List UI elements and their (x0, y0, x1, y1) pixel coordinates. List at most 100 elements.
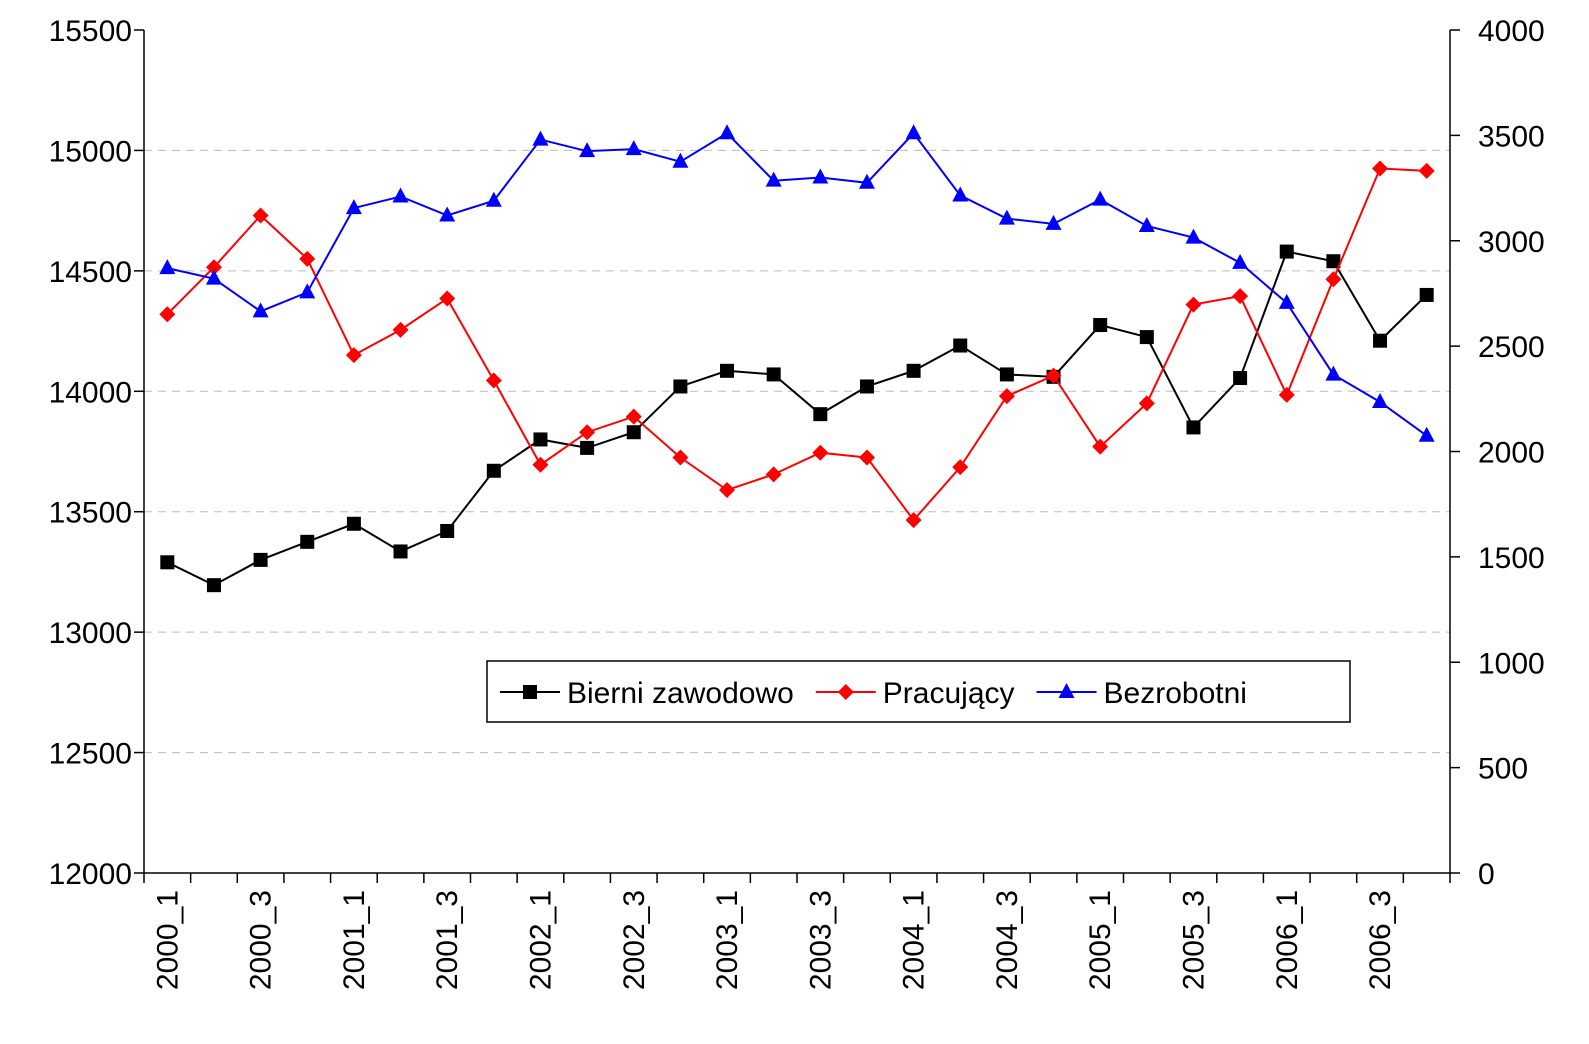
marker (625, 408, 642, 425)
y2-tick-label: 3000 (1478, 226, 1545, 259)
x-tick-label: 2004_1 (898, 890, 931, 990)
marker (532, 130, 549, 146)
marker (1233, 371, 1248, 386)
marker (440, 523, 455, 538)
y-tick-label: 15000 (49, 135, 132, 168)
marker (253, 552, 268, 567)
y2-tick-label: 4000 (1478, 15, 1545, 48)
marker (673, 379, 688, 394)
marker (393, 544, 408, 559)
marker (1138, 395, 1155, 412)
marker (1373, 333, 1388, 348)
y2-tick-label: 0 (1478, 858, 1495, 891)
marker (905, 512, 922, 529)
legend-box (486, 660, 1351, 723)
marker (532, 456, 549, 473)
marker (486, 463, 501, 478)
marker (1325, 271, 1342, 288)
y2-tick-label: 1500 (1478, 542, 1545, 575)
marker (1278, 293, 1295, 309)
y2-tick-label: 2000 (1478, 437, 1545, 470)
marker (439, 290, 456, 307)
marker (999, 367, 1014, 382)
marker (1138, 216, 1155, 232)
marker (812, 444, 829, 461)
marker (858, 449, 875, 466)
marker (1185, 228, 1202, 244)
x-tick-label: 2001_3 (431, 890, 464, 990)
marker (1279, 244, 1294, 259)
marker (345, 347, 362, 364)
marker (953, 338, 968, 353)
series-line (167, 131, 1428, 437)
marker (485, 372, 502, 389)
marker (159, 306, 176, 323)
marker (1045, 214, 1062, 230)
marker (205, 259, 222, 276)
marker (1093, 318, 1108, 333)
marker (299, 250, 316, 267)
marker (580, 440, 595, 455)
x-tick-label: 2002_3 (618, 890, 651, 990)
marker (998, 209, 1015, 225)
y-tick-label: 13500 (49, 497, 132, 530)
marker (579, 142, 596, 158)
marker (1372, 392, 1389, 408)
marker (392, 187, 409, 203)
legend-label: Bierni zawodowo (567, 677, 794, 710)
x-tick-label: 2004_3 (991, 890, 1024, 990)
x-tick-label: 2003_3 (804, 890, 837, 990)
x-tick-label: 2001_1 (338, 890, 371, 990)
marker (813, 407, 828, 422)
marker (252, 207, 269, 224)
marker (765, 466, 782, 483)
marker (299, 283, 316, 299)
legend-label: Pracujący (883, 677, 1015, 710)
marker (1186, 420, 1201, 435)
marker (1418, 426, 1435, 442)
marker (952, 186, 969, 202)
marker (206, 578, 221, 593)
x-tick-label: 2005_3 (1177, 890, 1210, 990)
marker (625, 140, 642, 156)
x-tick-label: 2003_1 (711, 890, 744, 990)
marker (626, 425, 641, 440)
marker (906, 363, 921, 378)
y2-tick-label: 1000 (1478, 647, 1545, 680)
y-tick-label: 14000 (49, 376, 132, 409)
marker (952, 459, 969, 476)
marker (1232, 253, 1249, 269)
x-tick-label: 2000_3 (245, 890, 278, 990)
marker (1045, 367, 1062, 384)
y2-tick-label: 2500 (1478, 331, 1545, 364)
marker (579, 424, 596, 441)
marker (1372, 160, 1389, 177)
marker (392, 321, 409, 338)
marker (719, 124, 736, 140)
marker (345, 199, 362, 215)
marker (159, 259, 176, 275)
marker (812, 168, 829, 184)
marker (905, 124, 922, 140)
marker (300, 534, 315, 549)
x-tick-label: 2006_3 (1364, 890, 1397, 990)
y-tick-label: 13000 (49, 617, 132, 650)
marker (1185, 296, 1202, 313)
x-tick-label: 2000_1 (151, 890, 184, 990)
legend-marker (837, 684, 854, 700)
marker (1278, 386, 1295, 403)
marker (485, 191, 502, 207)
y-tick-label: 12500 (49, 738, 132, 771)
x-tick-label: 2002_1 (524, 890, 557, 990)
marker (1419, 287, 1434, 302)
marker (252, 302, 269, 318)
marker (672, 152, 689, 168)
marker (346, 516, 361, 531)
marker (858, 173, 875, 189)
marker (859, 379, 874, 394)
y2-tick-label: 500 (1478, 753, 1528, 786)
legend-marker (523, 685, 537, 699)
y-tick-label: 15500 (49, 15, 132, 48)
marker (1092, 190, 1109, 206)
